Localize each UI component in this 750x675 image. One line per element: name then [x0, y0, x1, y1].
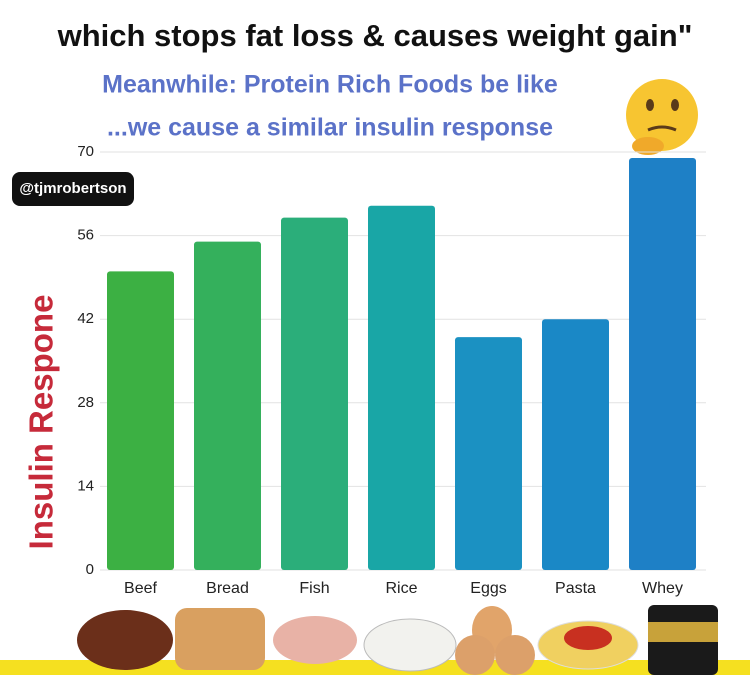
food-images [0, 605, 750, 675]
chart-title: which stops fat loss & causes weight gai… [57, 18, 693, 53]
handle-badge [12, 172, 134, 206]
x-tick-label: Bread [206, 580, 249, 597]
x-tick-label: Whey [642, 580, 683, 597]
y-tick-label: 0 [86, 561, 94, 578]
bar [107, 271, 174, 570]
y-tick-label: 28 [77, 394, 94, 411]
x-tick-label: Eggs [470, 580, 506, 597]
bar [281, 217, 348, 570]
y-axis-label: Insulin Respone [23, 295, 60, 550]
x-tick-label: Beef [124, 580, 157, 597]
y-tick-label: 42 [77, 310, 94, 327]
bar [194, 241, 261, 571]
y-tick-label: 70 [77, 143, 94, 160]
subtitle: Meanwhile: Protein Rich Foods be like [102, 71, 558, 99]
handle: @tjmrobertson [19, 180, 126, 197]
subtitle: ...we cause a similar insulin response [107, 114, 553, 142]
y-tick-label: 56 [77, 227, 94, 244]
thinking-emoji [626, 79, 698, 155]
bar [542, 319, 609, 570]
y-tick-label: 14 [77, 477, 94, 494]
x-tick-label: Fish [299, 580, 329, 597]
bar [455, 337, 522, 570]
x-tick-label: Pasta [555, 580, 596, 597]
bar [629, 157, 696, 570]
bar [368, 205, 435, 570]
x-tick-label: Rice [385, 580, 417, 597]
